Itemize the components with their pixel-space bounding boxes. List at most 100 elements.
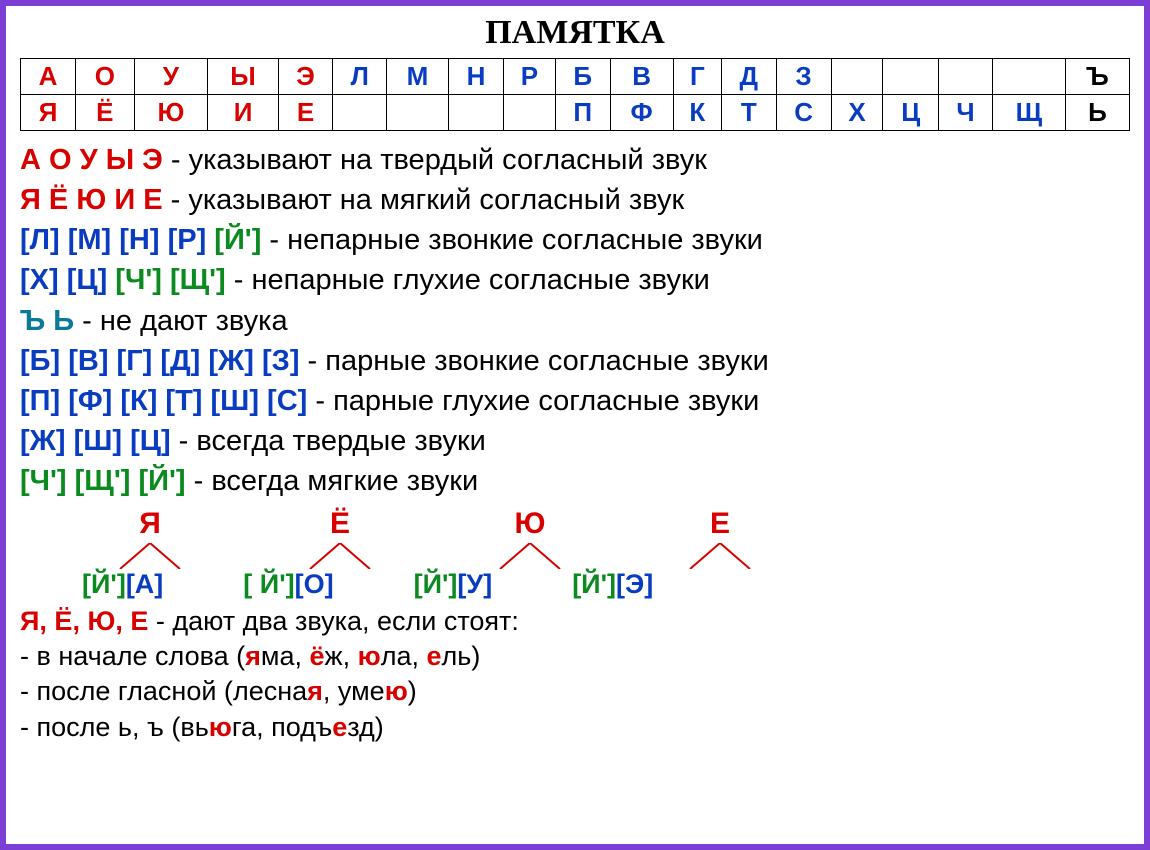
rule-text: - указывают на мягкий согласный звук <box>163 184 685 216</box>
split-lines-icon <box>680 543 760 569</box>
rule-text: - всегда твердые звуки <box>171 425 486 457</box>
rule-text: - парные глухие согласные звуки <box>307 385 759 417</box>
memo-frame: ПАМЯТКА АОУЫЭЛМНРБВГДЗЪ ЯЁЮИЕПФКТСХЦЧЩЬ … <box>0 0 1150 850</box>
table-cell: Р <box>504 59 556 95</box>
table-cell <box>938 59 992 95</box>
table-cell: Х <box>831 95 883 131</box>
table-cell: Ф <box>610 95 673 131</box>
yotated-letter: Я <box>110 507 190 541</box>
table-cell <box>333 95 387 131</box>
highlighted-letter: ю <box>385 676 408 706</box>
rule-text: - всегда мягкие звуки <box>186 465 479 497</box>
table-cell <box>883 59 939 95</box>
table-cell: Э <box>278 59 332 95</box>
example-prefix: - в начале слова ( <box>20 641 245 671</box>
highlighted-letter: я <box>307 676 323 706</box>
table-cell: Н <box>448 59 503 95</box>
table-cell: К <box>673 95 721 131</box>
table-cell: Ы <box>208 59 279 95</box>
table-cell: Л <box>333 59 387 95</box>
rule-line: Ъ Ь - не дают звука <box>20 302 1130 341</box>
yotated-item: Е <box>680 507 760 569</box>
example-line: - в начале слова (яма, ёж, юла, ель) <box>20 639 1130 674</box>
table-cell: И <box>208 95 279 131</box>
examples-header-rest: - дают два звука, если стоят: <box>148 606 519 636</box>
highlighted-letter: ю <box>209 712 232 742</box>
rule-line: [Ч'] [Щ'] [Й'] - всегда мягкие звуки <box>20 462 1130 501</box>
rule-line: [Б] [В] [Г] [Д] [Ж] [З] - парные звонкие… <box>20 342 1130 381</box>
table-cell: Ъ <box>1065 59 1129 95</box>
yotated-letter: Ю <box>490 507 570 541</box>
table-cell: А <box>21 59 76 95</box>
rule-line: А О У Ы Э - указывают на твердый согласн… <box>20 141 1130 180</box>
highlighted-letter: ё <box>310 641 325 671</box>
example-prefix: - после гласной ( <box>20 676 233 706</box>
table-cell <box>831 59 883 95</box>
rule-text: - не дают звука <box>74 305 288 337</box>
table-cell: Я <box>21 95 76 131</box>
table-cell: Ю <box>134 95 208 131</box>
rule-line: [П] [Ф] [К] [Т] [Ш] [С] - парные глухие … <box>20 382 1130 421</box>
table-cell: З <box>776 59 831 95</box>
table-row: АОУЫЭЛМНРБВГДЗ Ъ <box>21 59 1130 95</box>
yotated-item: Я <box>110 507 190 569</box>
table-cell <box>387 95 449 131</box>
rules-list: А О У Ы Э - указывают на твердый согласн… <box>20 141 1130 501</box>
highlighted-letter: ю <box>358 641 381 671</box>
yotated-item: Ё <box>300 507 380 569</box>
table-cell: Д <box>722 59 777 95</box>
sound-pair: [Й'][У] <box>414 569 493 600</box>
rule-text: - указывают на твердый согласный звук <box>163 144 707 176</box>
sound-pair: [Й'][А] <box>82 569 163 600</box>
table-cell: У <box>134 59 208 95</box>
table-cell: В <box>610 59 673 95</box>
yotated-item: Ю <box>490 507 570 569</box>
yotated-letters-row: ЯЁЮЕ <box>20 507 1130 569</box>
split-lines-icon <box>300 543 380 569</box>
rule-lead: Ъ Ь <box>20 305 74 337</box>
examples-header: Я, Ё, Ю, Е - дают два звука, если стоят: <box>20 604 1130 639</box>
rule-lead: [Л] [М] [Н] [Р] [Й'] <box>20 224 261 256</box>
rule-line: [Ж] [Ш] [Ц] - всегда твердые звуки <box>20 422 1130 461</box>
table-cell: Е <box>278 95 332 131</box>
table-cell: Щ <box>992 95 1065 131</box>
rule-lead: [Ж] [Ш] [Ц] <box>20 425 171 457</box>
split-lines-icon <box>490 543 570 569</box>
rule-line: [Х] [Ц] [Ч'] [Щ'] - непарные глухие согл… <box>20 261 1130 300</box>
table-cell: Г <box>673 59 721 95</box>
rule-text: - непарные звонкие согласные звуки <box>261 224 762 256</box>
table-cell: О <box>76 59 134 95</box>
example-line: - после ь, ъ (вьюга, подъезд) <box>20 710 1130 745</box>
rule-lead: [Б] [В] [Г] [Д] [Ж] [З] <box>20 345 299 377</box>
page-title: ПАМЯТКА <box>20 14 1130 52</box>
rule-text: - парные звонкие согласные звуки <box>299 345 768 377</box>
table-cell <box>992 59 1065 95</box>
rule-lead: Я Ё Ю И Е <box>20 184 163 216</box>
table-row: ЯЁЮИЕПФКТСХЦЧЩЬ <box>21 95 1130 131</box>
rule-lead: [Ч'] [Щ'] [Й'] <box>20 465 186 497</box>
table-cell: М <box>387 59 449 95</box>
highlighted-letter: е <box>426 641 441 671</box>
table-cell <box>448 95 503 131</box>
letters-table: АОУЫЭЛМНРБВГДЗЪ ЯЁЮИЕПФКТСХЦЧЩЬ <box>20 58 1130 131</box>
table-cell: П <box>555 95 610 131</box>
rule-line: [Л] [М] [Н] [Р] [Й'] - непарные звонкие … <box>20 221 1130 260</box>
examples-lines: - в начале слова (яма, ёж, юла, ель)- по… <box>20 639 1130 744</box>
table-cell: Б <box>555 59 610 95</box>
examples-block: Я, Ё, Ю, Е - дают два звука, если стоят:… <box>20 604 1130 744</box>
sound-pair: [ Й'][О] <box>243 569 333 600</box>
table-cell: Ц <box>883 95 939 131</box>
rule-line: Я Ё Ю И Е - указывают на мягкий согласны… <box>20 181 1130 220</box>
split-lines-icon <box>110 543 190 569</box>
example-line: - после гласной (лесная, умею) <box>20 674 1130 709</box>
highlighted-letter: е <box>332 712 347 742</box>
table-cell: Ь <box>1065 95 1129 131</box>
table-cell: Ч <box>938 95 992 131</box>
rule-text: - непарные глухие согласные звуки <box>226 264 710 296</box>
highlighted-letter: я <box>245 641 261 671</box>
examples-header-lead: Я, Ё, Ю, Е <box>20 606 148 636</box>
rule-lead: [П] [Ф] [К] [Т] [Ш] [С] <box>20 385 307 417</box>
table-cell: Ё <box>76 95 134 131</box>
example-prefix: - после ь, ъ ( <box>20 712 180 742</box>
yotated-letter: Е <box>680 507 760 541</box>
